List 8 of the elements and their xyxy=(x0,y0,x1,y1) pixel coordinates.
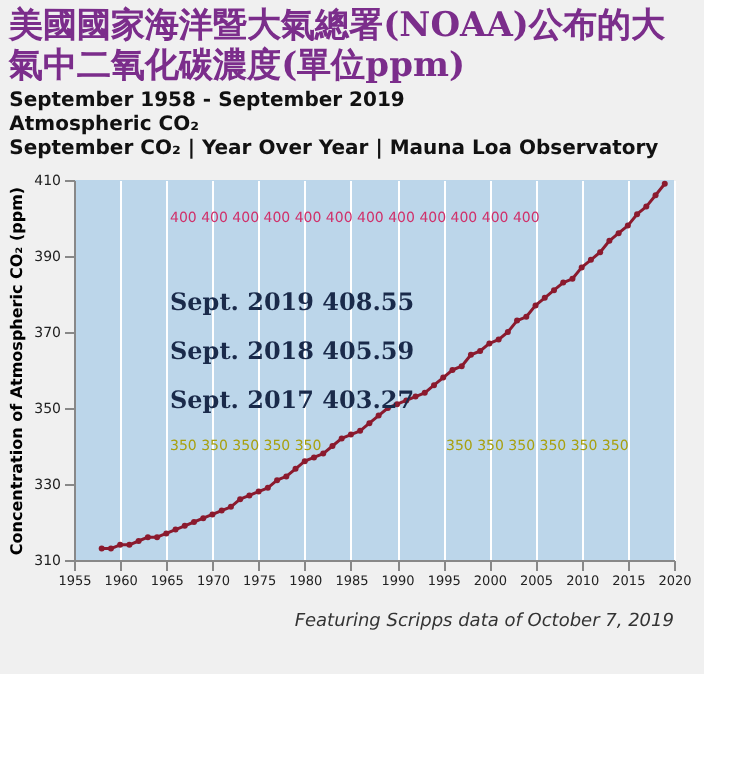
text: September CO₂ | Year Over Year | Mauna Loa Observatory xyxy=(9,138,659,160)
chart-title: 美國國家海洋暨大氣總署(NOAA)公布的大氣中二氧化碳濃度(單位ppm) xyxy=(7,6,667,86)
annotation: Sept. 2019 408.55 xyxy=(170,287,415,316)
annotation: Sept. 2018 405.59 xyxy=(170,337,415,365)
y-axis-title: Concentration of Atmospheric CO₂ (ppm) xyxy=(8,186,27,556)
text: September 1958 - September 2019 xyxy=(9,90,405,112)
text: Featuring Scripps data of October 7, 2019 xyxy=(294,612,675,632)
text: Atmospheric CO₂ xyxy=(9,114,199,136)
